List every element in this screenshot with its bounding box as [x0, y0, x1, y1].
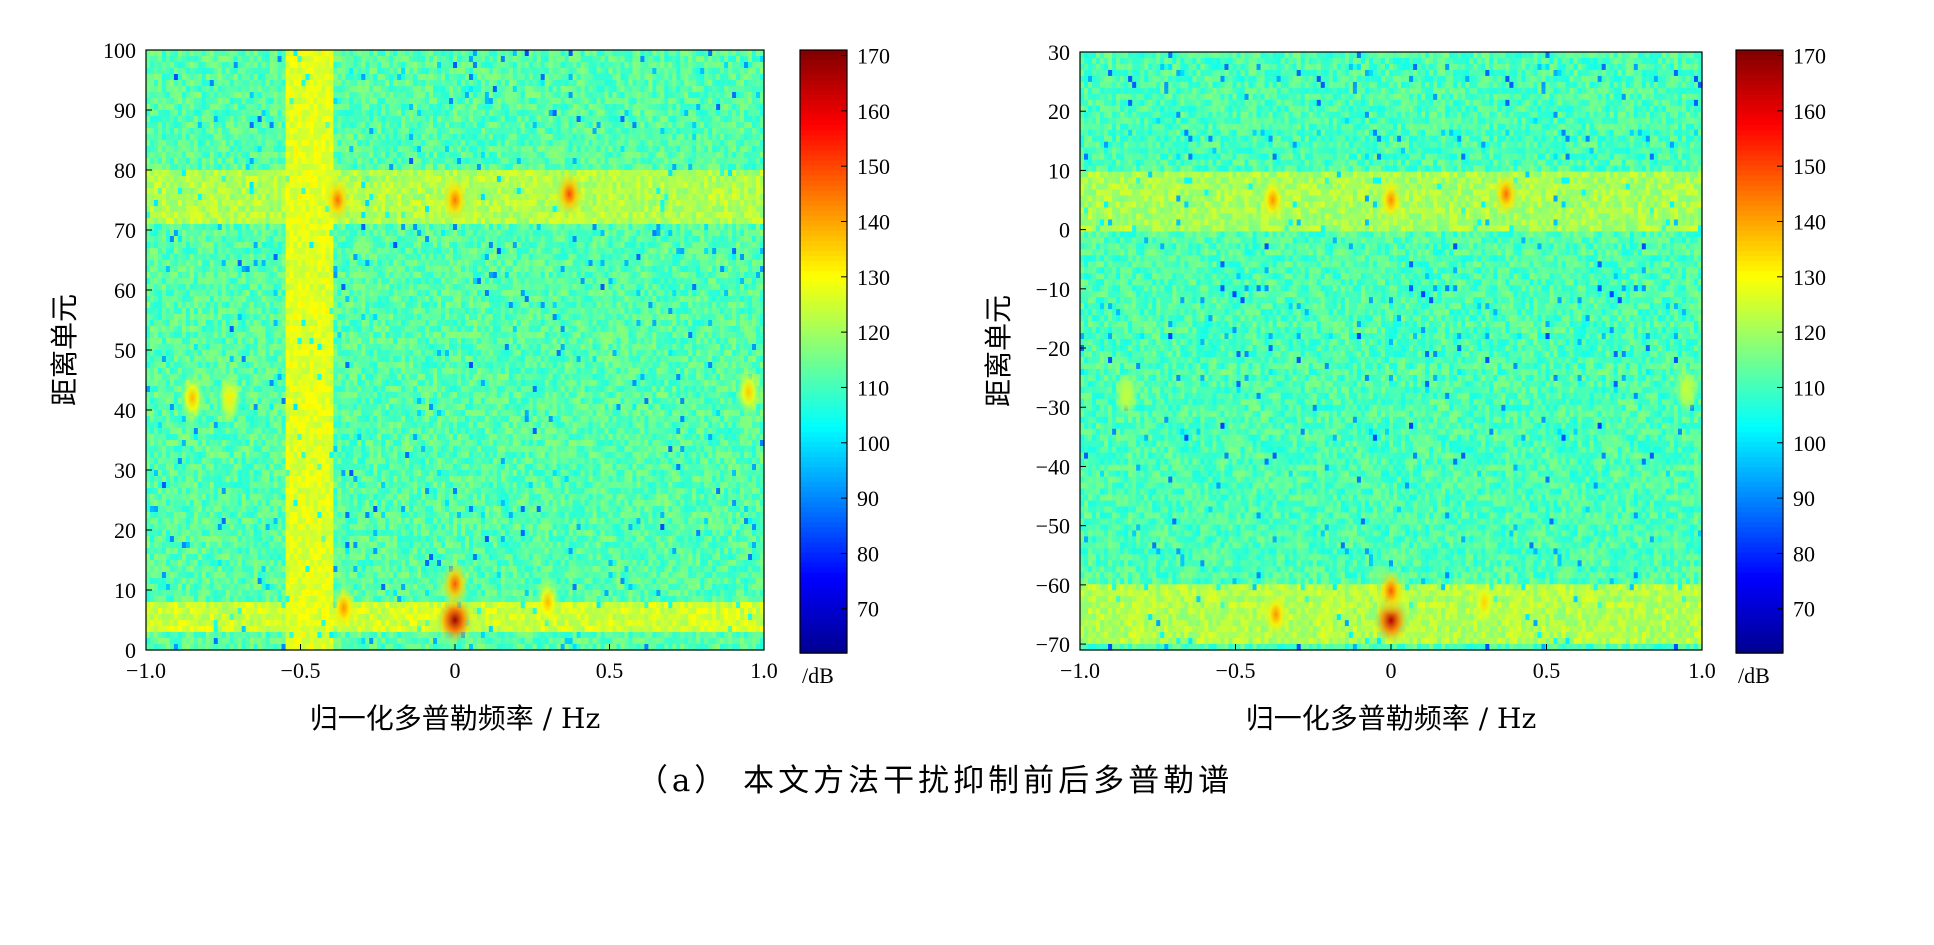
y-tick-label: 30 — [1048, 40, 1070, 65]
y-tick-label: 0 — [1059, 218, 1070, 243]
y-axis-label-before: 距离单元 — [48, 294, 81, 406]
y-tick-label: −60 — [1036, 573, 1070, 598]
colorbar-tick-labels-before: 70 80 90 100 110 120 130 140 150 160 170 — [841, 44, 890, 622]
heatmap-peak — [217, 373, 241, 423]
colorbar-tick-label: 120 — [1793, 320, 1826, 345]
colorbar-tick-label: 130 — [857, 265, 890, 290]
x-axis-label-after: 归一化多普勒频率 / Hz — [1246, 702, 1536, 735]
heatmap-peak — [323, 175, 352, 225]
y-tick-label: 0 — [125, 638, 136, 663]
colorbar-tick-label: 160 — [1793, 99, 1826, 124]
heatmap-peak — [1674, 365, 1698, 415]
y-tick-label: 50 — [114, 338, 136, 363]
x-axis-label-before: 归一化多普勒频率 / Hz — [310, 702, 600, 735]
colorbar-after — [1736, 50, 1783, 654]
y-axis-label-after: 距离单元 — [982, 295, 1015, 407]
x-tick-label: 0 — [450, 658, 461, 683]
colorbar-tick-label: 150 — [1793, 154, 1826, 179]
colorbar-tick-label: 110 — [857, 375, 889, 400]
y-tick-label: 40 — [114, 398, 136, 423]
colorbar-tick-label: 130 — [1793, 265, 1826, 290]
y-tick-label: 60 — [114, 278, 136, 303]
colorbar-tick-label: 170 — [1793, 44, 1826, 69]
heatmap-peak — [1492, 169, 1521, 219]
y-tick-label: 20 — [1048, 99, 1070, 124]
colorbar-tick-label: 140 — [1793, 209, 1826, 234]
heatmap-peak — [535, 577, 560, 627]
colorbar-unit-before: /dB — [802, 663, 834, 688]
colorbar-tick-label: 110 — [1793, 375, 1825, 400]
heatmap-peak — [440, 559, 469, 609]
colorbar-tick-label: 70 — [1793, 597, 1815, 622]
colorbar-tick-label: 160 — [857, 99, 890, 124]
heatmap-peak — [1377, 175, 1404, 225]
y-tick-label: −70 — [1036, 632, 1070, 657]
y-tick-label: −10 — [1036, 277, 1070, 302]
colorbar-tick-label: 140 — [857, 209, 890, 234]
colorbar-tick-label: 100 — [857, 431, 890, 456]
colorbar-tick-label: 90 — [1793, 486, 1815, 511]
heatmap-peak — [736, 367, 760, 417]
colorbar-tick-label: 90 — [857, 486, 879, 511]
x-tick-label: 0.5 — [1533, 658, 1561, 683]
colorbar-tick-label: 150 — [857, 154, 890, 179]
heatmap-panel-after: −1.0 −0.5 0 0.5 1.0 −70 −60 −50 −40 −30 −20 −10 0 10… — [982, 40, 1826, 735]
y-tick-label: −30 — [1036, 395, 1070, 420]
y-tick-label: −50 — [1036, 514, 1070, 539]
y-tick-label: 20 — [114, 518, 136, 543]
colorbar-unit-after: /dB — [1738, 663, 1770, 688]
heatmap-peak — [1115, 371, 1139, 421]
y-tick-label: 70 — [114, 218, 136, 243]
y-tick-labels-before: 0 10 20 30 40 50 60 70 80 90 100 — [103, 38, 152, 663]
colorbar-tick-label: 100 — [1793, 431, 1826, 456]
y-tick-labels-after: −70 −60 −50 −40 −30 −20 −10 0 10 20 30 — [1036, 40, 1086, 657]
heatmap-peak — [441, 175, 469, 225]
x-tick-label: 1.0 — [1688, 658, 1716, 683]
heatmap-peak — [330, 583, 357, 633]
x-tick-label: −0.5 — [281, 658, 321, 683]
heatmap-peak — [1262, 590, 1289, 640]
colorbar-tick-label: 120 — [857, 320, 890, 345]
heatmap-peak — [1259, 175, 1286, 225]
heatmap-peak — [1472, 578, 1496, 628]
x-tick-label: 0.5 — [596, 658, 624, 683]
heatmap-image-after — [1080, 52, 1703, 651]
figure-caption: （a） 本文方法干扰抑制前后多普勒谱 — [637, 763, 1233, 799]
y-tick-label: −40 — [1036, 454, 1070, 479]
colorbar-before — [800, 50, 847, 654]
x-tick-label: 1.0 — [750, 658, 778, 683]
y-tick-label: 30 — [114, 458, 136, 483]
y-tick-label: 90 — [114, 98, 136, 123]
y-tick-label: 10 — [114, 578, 136, 603]
x-tick-label: −1.0 — [1060, 658, 1100, 683]
colorbar-tick-label: 80 — [857, 541, 879, 566]
y-tick-label: 100 — [103, 38, 136, 63]
colorbar-tick-label: 80 — [1793, 541, 1815, 566]
y-tick-label: 10 — [1048, 158, 1070, 183]
x-tick-label: −0.5 — [1216, 658, 1256, 683]
colorbar-tick-labels-after: 70 80 90 100 110 120 130 140 150 160 170 — [1777, 44, 1826, 622]
x-tick-label: 0 — [1386, 658, 1397, 683]
heatmap-peak — [1376, 566, 1406, 616]
colorbar-tick-label: 70 — [857, 597, 879, 622]
y-tick-label: −20 — [1036, 336, 1070, 361]
y-tick-label: 80 — [114, 158, 136, 183]
heatmap-image-before — [146, 50, 765, 651]
colorbar-tick-label: 170 — [857, 44, 890, 69]
heatmap-peak — [554, 169, 584, 219]
heatmap-peak — [180, 373, 205, 423]
